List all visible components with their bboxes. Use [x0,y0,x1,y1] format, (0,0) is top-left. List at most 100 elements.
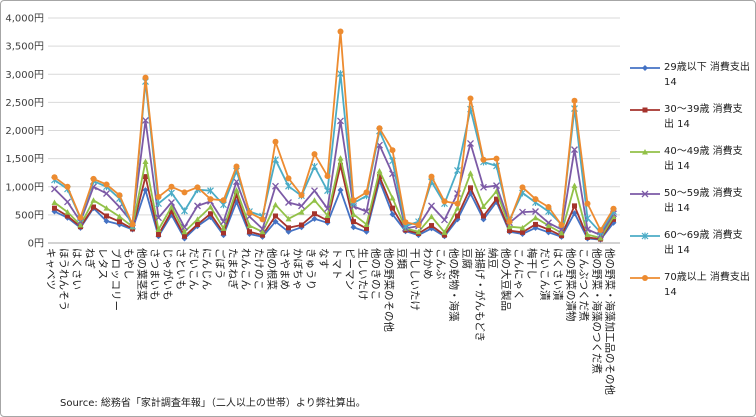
data-point [299,222,304,228]
data-point [532,214,539,221]
data-point [142,116,149,124]
data-point [182,233,187,239]
y-tick-label: 1,500円 [5,154,44,165]
data-point [311,197,318,203]
data-point [519,208,526,216]
data-point [285,215,292,222]
x-tick-label: 油揚げ・がんもどき [474,248,487,342]
data-point [559,233,564,239]
x-tick-label: 生しいたけ [357,248,370,301]
data-point [376,168,383,174]
x-tick-label: 他の野菜の漬物 [565,248,578,322]
x-tick-label: じゃがいも [162,248,175,301]
data-point [611,216,616,222]
legend-symbol [630,190,660,198]
data-point [377,174,382,180]
x-tick-label: 他の大豆製品 [500,248,513,311]
x-tick-label: 豆腐 [461,248,474,269]
data-point [597,227,604,234]
data-point [285,199,292,206]
data-point [584,226,591,233]
x-tick-label: さやまめ [279,248,291,290]
data-point [455,213,460,219]
data-point [390,205,395,211]
data-point [558,222,565,228]
legend-item: 40〜49歳 消費支出 14 [628,144,748,174]
data-point [364,225,369,231]
data-point [571,97,578,104]
data-point [207,204,214,210]
legend-symbol [630,275,660,281]
x-tick-label: レタス [97,248,109,280]
data-point [64,183,71,190]
data-point [571,182,578,189]
x-axis-ticks: キャベツ ほうれんそう はくさい ねぎ レタス ブロッコリー もやし 他の葉茎菜 さつまいも じゃ… [45,248,617,395]
data-point [442,232,447,238]
data-point [428,213,435,220]
data-point [220,197,227,204]
data-point [155,193,162,200]
y-axis-ticks: 0円 500円 1,000円 1,500円 2,000円 2,500円 3,000円 3,50… [5,14,44,250]
data-point [506,223,513,230]
data-point [558,226,565,233]
x-tick-label: 他の乾物・海藻 [448,248,461,322]
data-point [116,203,123,211]
legend-item: 60〜69歳 消費支出 14 [628,228,748,258]
data-point [207,187,214,195]
x-tick-label: 他の葉茎菜 [136,248,149,301]
data-point [545,219,552,227]
data-point [546,227,551,232]
y-tick-label: 1,000円 [5,182,44,193]
data-point [642,149,648,155]
data-point [532,196,539,203]
data-point [454,166,461,174]
legend: 29歳以下 消費支出 14 30〜39歳 消費支出 14 40〜49歳 消費支出 1… [628,60,750,312]
legend-symbol [630,107,660,113]
data-point [454,205,461,211]
data-point [194,184,201,191]
x-tick-label: ブロッコリー [110,248,123,311]
data-point [558,229,565,236]
data-point [272,182,279,190]
data-point [493,182,500,190]
data-point [584,200,591,207]
x-tick-label: ピーマン [344,248,356,290]
data-point [142,158,149,164]
data-point [507,228,512,234]
data-point [233,187,240,193]
data-point [51,185,58,193]
x-tick-label: こんにゃく [513,248,525,301]
data-point [143,174,148,180]
data-point [246,222,253,229]
data-point [351,219,356,225]
data-point [77,214,84,221]
data-point [195,221,200,227]
data-point [104,213,109,219]
data-point [181,189,188,196]
data-point [273,213,278,219]
x-tick-label: れんこん [240,248,252,290]
x-tick-label: ごぼう [214,248,227,280]
data-point [467,170,474,176]
data-point [545,204,552,210]
source-note: Source: 総務省「家計調査年報」（二人以上の世帯）より弊社算出。 [60,396,366,409]
x-tick-label: もやし [123,248,135,280]
data-point [103,218,110,225]
data-point [311,187,318,195]
data-point [337,117,344,125]
data-point [324,187,331,195]
data-point [168,183,175,190]
data-point [155,214,162,222]
data-point [64,209,71,215]
data-point [233,163,240,170]
data-point [260,232,265,238]
x-tick-label: ほうれんそう [58,248,70,311]
data-point [298,202,305,210]
data-point [324,205,331,213]
x-tick-label: かぼちゃ [292,248,304,290]
data-point [298,192,305,199]
data-point [454,200,461,207]
data-point [324,212,331,218]
legend-label: 40〜49歳 消費支出 14 [664,146,743,172]
data-point [533,221,538,227]
